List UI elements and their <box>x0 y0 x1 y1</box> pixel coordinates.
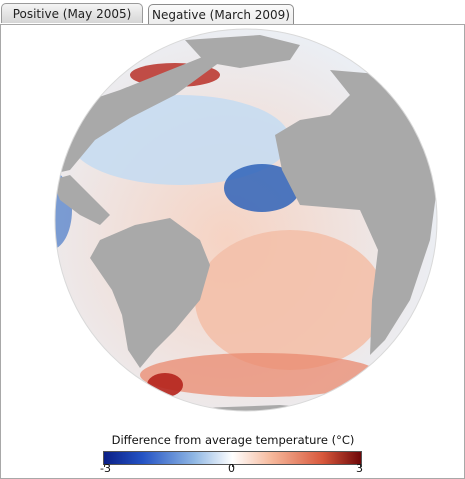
legend-mid-label: 0 <box>228 462 235 475</box>
tab-bar: Positive (May 2005) Negative (March 2009… <box>0 0 465 25</box>
warm-anomaly-south-atlantic <box>195 230 385 370</box>
tick-max <box>360 464 361 467</box>
legend-min-label: -3 <box>100 462 111 475</box>
tick-min <box>104 464 105 467</box>
legend-title: Difference from average temperature (°C) <box>111 433 355 447</box>
cold-anomaly-west-africa <box>224 164 300 212</box>
legend-max-label: 3 <box>356 462 363 475</box>
tab-negative-march-2009[interactable]: Negative (March 2009) <box>148 4 294 25</box>
warm-band-southern-ocean <box>140 353 380 397</box>
greenland-land <box>185 35 300 68</box>
tab-positive-may-2005[interactable]: Positive (May 2005) <box>1 3 143 23</box>
antarctica-land <box>140 405 420 411</box>
north-america-land <box>55 40 250 175</box>
europe-africa-land <box>275 70 437 355</box>
central-america-land <box>55 175 110 225</box>
tick-mid <box>232 464 233 467</box>
south-america-land <box>90 218 210 368</box>
